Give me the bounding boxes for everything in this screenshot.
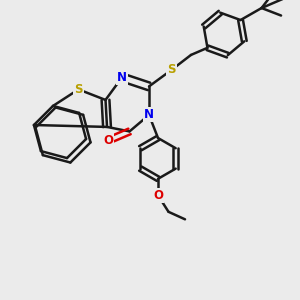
Text: N: N — [117, 71, 127, 84]
Text: N: N — [144, 108, 154, 122]
Text: S: S — [167, 63, 176, 76]
Text: S: S — [74, 83, 83, 96]
Text: O: O — [153, 189, 163, 202]
Text: O: O — [103, 134, 113, 147]
